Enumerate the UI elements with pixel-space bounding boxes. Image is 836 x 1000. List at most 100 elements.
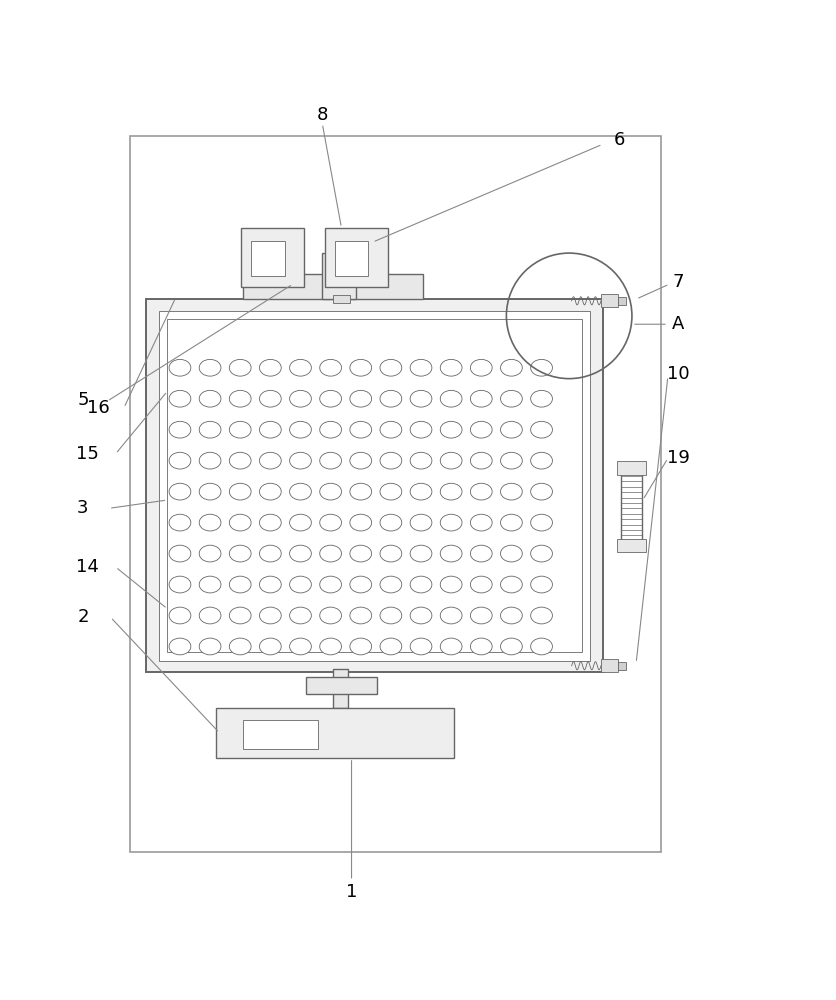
Ellipse shape [440, 607, 461, 624]
Bar [617, 662, 625, 670]
Text: 2: 2 [78, 608, 89, 626]
Ellipse shape [410, 359, 431, 376]
Ellipse shape [259, 638, 281, 655]
Bar [159, 311, 589, 661]
Ellipse shape [410, 514, 431, 531]
Ellipse shape [199, 545, 221, 562]
Ellipse shape [530, 607, 552, 624]
Ellipse shape [169, 638, 191, 655]
Ellipse shape [500, 607, 522, 624]
Ellipse shape [229, 390, 251, 407]
Ellipse shape [440, 359, 461, 376]
Ellipse shape [169, 390, 191, 407]
Ellipse shape [349, 483, 371, 500]
Ellipse shape [229, 514, 251, 531]
Ellipse shape [259, 452, 281, 469]
Ellipse shape [500, 514, 522, 531]
Ellipse shape [410, 607, 431, 624]
Ellipse shape [229, 607, 251, 624]
Ellipse shape [380, 607, 401, 624]
Ellipse shape [470, 514, 492, 531]
Text: 15: 15 [76, 445, 99, 463]
Ellipse shape [289, 452, 311, 469]
Ellipse shape [319, 514, 341, 531]
Ellipse shape [289, 576, 311, 593]
Bar [242, 720, 318, 749]
Ellipse shape [199, 359, 221, 376]
Ellipse shape [169, 576, 191, 593]
Ellipse shape [440, 576, 461, 593]
Ellipse shape [169, 607, 191, 624]
Text: 14: 14 [76, 558, 99, 576]
Ellipse shape [289, 638, 311, 655]
Ellipse shape [199, 483, 221, 500]
Bar [242, 274, 422, 299]
Bar [324, 228, 387, 287]
Ellipse shape [470, 576, 492, 593]
Ellipse shape [319, 607, 341, 624]
Text: A: A [671, 315, 683, 333]
Ellipse shape [199, 576, 221, 593]
Bar [251, 241, 284, 276]
Ellipse shape [289, 421, 311, 438]
Text: 10: 10 [665, 365, 689, 383]
Ellipse shape [530, 452, 552, 469]
Ellipse shape [289, 514, 311, 531]
Ellipse shape [229, 576, 251, 593]
Ellipse shape [289, 390, 311, 407]
Ellipse shape [319, 545, 341, 562]
Ellipse shape [380, 483, 401, 500]
Ellipse shape [289, 607, 311, 624]
Ellipse shape [349, 452, 371, 469]
Ellipse shape [349, 607, 371, 624]
Bar [334, 241, 368, 276]
Ellipse shape [169, 359, 191, 376]
Ellipse shape [319, 390, 341, 407]
Bar [616, 539, 645, 552]
Ellipse shape [410, 452, 431, 469]
Ellipse shape [410, 545, 431, 562]
Ellipse shape [470, 359, 492, 376]
Ellipse shape [199, 390, 221, 407]
Bar [241, 228, 303, 287]
Ellipse shape [440, 483, 461, 500]
Bar [305, 677, 376, 694]
Ellipse shape [530, 514, 552, 531]
Ellipse shape [470, 545, 492, 562]
Ellipse shape [410, 483, 431, 500]
Ellipse shape [380, 638, 401, 655]
Ellipse shape [470, 607, 492, 624]
Ellipse shape [319, 452, 341, 469]
Ellipse shape [229, 452, 251, 469]
Text: 5: 5 [78, 391, 89, 409]
Ellipse shape [530, 390, 552, 407]
Ellipse shape [440, 638, 461, 655]
Ellipse shape [259, 359, 281, 376]
Ellipse shape [319, 638, 341, 655]
Ellipse shape [440, 452, 461, 469]
Ellipse shape [500, 545, 522, 562]
Ellipse shape [380, 390, 401, 407]
Ellipse shape [289, 359, 311, 376]
Ellipse shape [440, 514, 461, 531]
Ellipse shape [319, 359, 341, 376]
Ellipse shape [380, 359, 401, 376]
Ellipse shape [530, 483, 552, 500]
Ellipse shape [259, 483, 281, 500]
Ellipse shape [169, 421, 191, 438]
Bar [617, 297, 625, 305]
Ellipse shape [349, 390, 371, 407]
Ellipse shape [199, 638, 221, 655]
Ellipse shape [500, 390, 522, 407]
Ellipse shape [470, 452, 492, 469]
Bar [600, 294, 617, 307]
Ellipse shape [500, 452, 522, 469]
Ellipse shape [410, 421, 431, 438]
Ellipse shape [349, 638, 371, 655]
Ellipse shape [169, 452, 191, 469]
Ellipse shape [229, 359, 251, 376]
Ellipse shape [169, 483, 191, 500]
Ellipse shape [259, 576, 281, 593]
Ellipse shape [319, 421, 341, 438]
Ellipse shape [259, 514, 281, 531]
